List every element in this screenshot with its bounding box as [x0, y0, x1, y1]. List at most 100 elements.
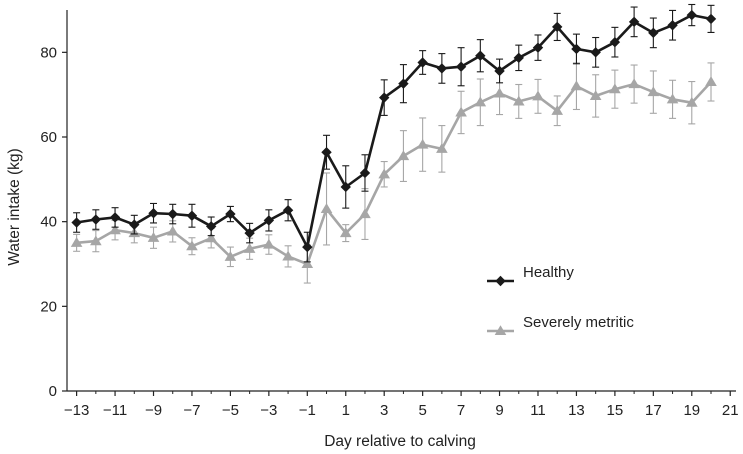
data-point: [455, 106, 467, 117]
data-point: [205, 232, 217, 243]
data-point: [147, 231, 160, 242]
data-point: [494, 65, 505, 77]
data-point: [609, 36, 621, 48]
data-point: [417, 57, 428, 68]
x-tick-label: 19: [683, 402, 700, 419]
data-point: [705, 76, 717, 87]
data-point: [532, 42, 544, 53]
x-tick-label: −3: [260, 402, 277, 419]
data-point: [359, 208, 371, 219]
data-point: [628, 78, 640, 89]
data-point: [475, 50, 486, 61]
data-point: [71, 217, 82, 228]
data-point: [166, 225, 179, 236]
x-tick-label: 9: [495, 402, 503, 419]
data-point: [378, 92, 390, 103]
x-tick-label: 1: [342, 402, 350, 419]
axes: [66, 10, 736, 392]
data-point: [282, 250, 294, 261]
data-point: [90, 235, 102, 246]
y-axis-ticks: 0 20 40 60 80: [40, 44, 67, 400]
data-point: [282, 205, 294, 216]
legend-marker: [494, 325, 507, 336]
x-tick-label: −1: [299, 402, 316, 419]
data-point: [109, 224, 121, 235]
series-layer: [70, 3, 717, 284]
x-tick-label: 5: [418, 402, 426, 419]
data-point: [243, 242, 256, 253]
data-point: [474, 96, 487, 107]
data-point: [301, 258, 314, 269]
x-tick-label: 13: [568, 402, 585, 419]
data-point: [647, 86, 660, 97]
series-severely-metritic: [70, 62, 717, 284]
data-point: [359, 167, 371, 179]
data-point: [513, 52, 524, 64]
data-point: [397, 150, 410, 161]
data-point: [244, 227, 255, 239]
data-point: [705, 13, 717, 25]
y-tick-label: 20: [40, 298, 57, 315]
x-tick-label: −11: [103, 402, 127, 419]
legend-label: Severely metritic: [523, 314, 634, 331]
data-point: [532, 90, 544, 101]
data-point: [263, 238, 275, 249]
data-point: [339, 227, 352, 238]
data-point: [321, 147, 332, 158]
x-axis-title: Day relative to calving: [324, 433, 476, 450]
data-point: [148, 208, 159, 219]
y-tick-label: 60: [40, 129, 57, 146]
data-point: [648, 27, 659, 39]
data-point: [436, 143, 448, 153]
data-point: [493, 87, 506, 98]
x-axis-ticks: −13 −11 −9 −7 −5 −3 −1 1 3 5 7 9 11 13 15 17 19 21: [64, 391, 739, 419]
data-point: [552, 21, 563, 33]
data-point: [416, 138, 429, 149]
data-point: [224, 251, 237, 261]
data-point: [455, 61, 467, 72]
data-point: [378, 168, 390, 179]
legend-marker: [495, 275, 506, 287]
data-point: [109, 212, 121, 223]
legend-item-healthy: Healthy: [487, 264, 574, 287]
legend-item-severely-metritic: Severely metritic: [487, 314, 634, 336]
data-point: [398, 78, 409, 89]
data-point: [628, 16, 640, 28]
data-point: [589, 90, 602, 100]
data-point: [186, 210, 198, 221]
data-point: [320, 203, 333, 214]
data-point: [686, 9, 697, 21]
data-point: [186, 240, 198, 251]
legend: Healthy Severely metritic: [487, 264, 634, 336]
x-tick-label: 3: [380, 402, 388, 419]
y-axis-title: Water intake (kg): [6, 148, 23, 265]
data-point: [667, 20, 678, 31]
x-tick-label: −9: [145, 402, 162, 419]
data-point: [129, 219, 140, 230]
series-healthy: [71, 3, 717, 263]
data-point: [225, 208, 236, 220]
data-point: [551, 104, 564, 115]
data-point: [590, 47, 601, 58]
data-point: [609, 83, 621, 94]
y-tick-label: 0: [49, 383, 57, 400]
x-tick-label: 15: [607, 402, 624, 419]
data-point: [340, 181, 351, 193]
data-point: [571, 43, 582, 55]
data-point: [436, 63, 448, 74]
x-tick-label: 7: [457, 402, 465, 419]
data-point: [570, 80, 583, 91]
y-tick-label: 80: [40, 44, 57, 61]
x-tick-label: 21: [722, 402, 739, 419]
x-tick-label: −13: [64, 402, 89, 419]
x-tick-label: −5: [222, 402, 239, 419]
data-point: [205, 221, 217, 232]
legend-label: Healthy: [523, 264, 574, 281]
series-line-severely-metritic: [76, 81, 712, 266]
data-point: [263, 215, 275, 226]
y-tick-label: 40: [40, 214, 57, 231]
series-line-healthy: [76, 13, 712, 249]
data-point: [302, 241, 313, 253]
data-point: [666, 93, 679, 104]
data-point: [512, 95, 525, 106]
